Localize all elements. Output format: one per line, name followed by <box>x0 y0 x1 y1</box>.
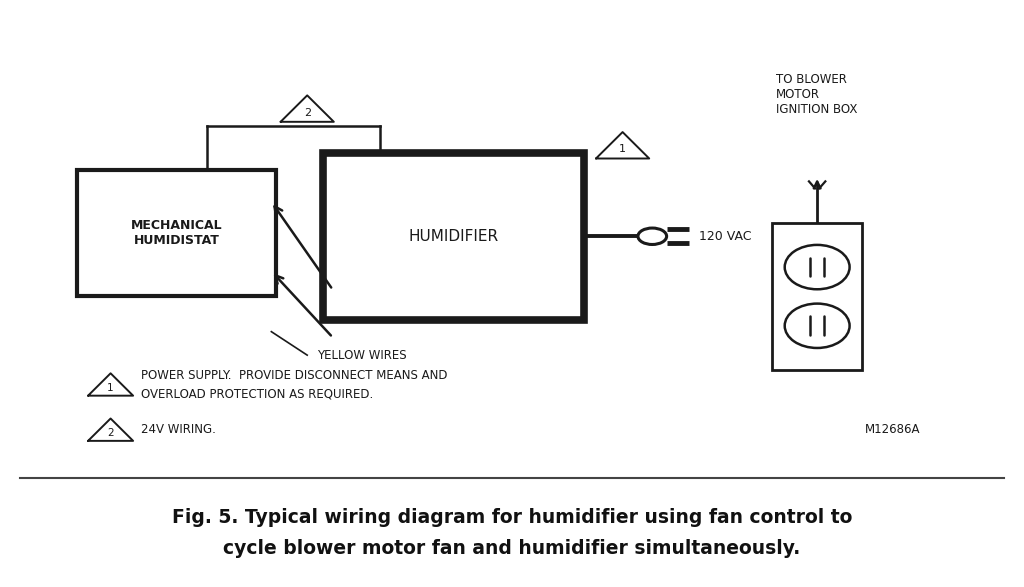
Text: 2: 2 <box>108 428 114 438</box>
Text: Fig. 5. Typical wiring diagram for humidifier using fan control to: Fig. 5. Typical wiring diagram for humid… <box>172 508 852 527</box>
Bar <box>772 223 862 370</box>
Text: M12686A: M12686A <box>865 423 921 436</box>
Text: TO BLOWER
MOTOR
IGNITION BOX: TO BLOWER MOTOR IGNITION BOX <box>776 73 857 116</box>
Text: POWER SUPPLY.  PROVIDE DISCONNECT MEANS AND: POWER SUPPLY. PROVIDE DISCONNECT MEANS A… <box>141 369 447 382</box>
Text: 120 VAC: 120 VAC <box>699 230 752 243</box>
Text: 24V WIRING.: 24V WIRING. <box>141 423 216 436</box>
Bar <box>77 170 276 296</box>
Text: 1: 1 <box>620 144 626 154</box>
Circle shape <box>638 228 667 244</box>
Text: OVERLOAD PROTECTION AS REQUIRED.: OVERLOAD PROTECTION AS REQUIRED. <box>141 387 374 400</box>
Text: cycle blower motor fan and humidifier simultaneously.: cycle blower motor fan and humidifier si… <box>223 539 801 558</box>
Text: 2: 2 <box>304 107 310 117</box>
Text: YELLOW WIRES: YELLOW WIRES <box>317 349 408 362</box>
Text: HUMIDIFIER: HUMIDIFIER <box>408 229 499 244</box>
Ellipse shape <box>784 303 850 348</box>
Bar <box>323 153 584 320</box>
Text: 1: 1 <box>108 383 114 393</box>
Ellipse shape <box>784 245 850 289</box>
Text: MECHANICAL
HUMIDISTAT: MECHANICAL HUMIDISTAT <box>131 220 222 247</box>
